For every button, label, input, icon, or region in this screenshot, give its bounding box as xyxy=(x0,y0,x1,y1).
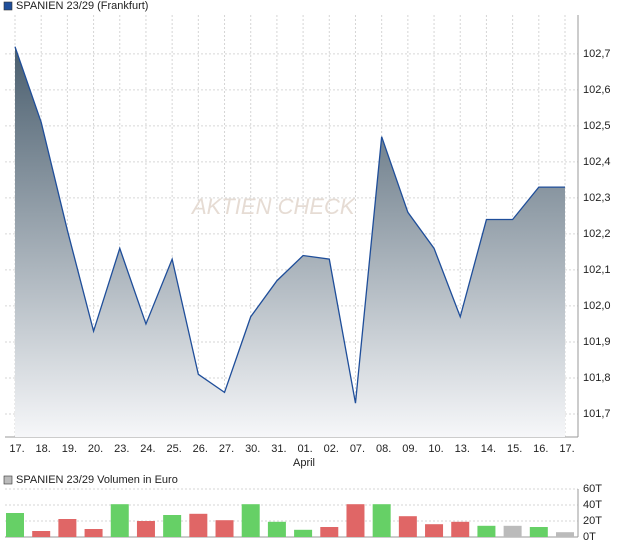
x-tick-label: 13. xyxy=(455,443,470,455)
volume-bar xyxy=(267,521,286,537)
y-tick-label: 60T xyxy=(583,483,602,495)
y-tick-label: 102,6 xyxy=(583,84,611,96)
x-tick-label: 19. xyxy=(62,443,77,455)
x-tick-label: 14. xyxy=(481,443,496,455)
y-tick-label: 102,7 xyxy=(583,48,611,60)
y-tick-label: 20T xyxy=(583,515,602,527)
y-tick-label: 101,9 xyxy=(583,336,611,348)
x-tick-label: 30. xyxy=(245,443,260,455)
x-tick-label: 23. xyxy=(114,443,129,455)
y-tick-label: 101,8 xyxy=(583,372,611,384)
x-tick-label: 26. xyxy=(193,443,208,455)
y-tick-label: 102,3 xyxy=(583,192,611,204)
y-tick-label: 102,0 xyxy=(583,300,611,312)
volume-bar xyxy=(503,525,522,537)
x-tick-label: 01. xyxy=(297,443,312,455)
volume-bar xyxy=(215,520,234,537)
y-tick-label: 102,2 xyxy=(583,228,611,240)
x-tick-label: 15. xyxy=(507,443,522,455)
y-tick-label: 0T xyxy=(583,531,596,543)
y-tick-label: 101,7 xyxy=(583,408,611,420)
volume-bar xyxy=(189,513,208,537)
volume-bar xyxy=(425,524,444,537)
x-tick-label: 08. xyxy=(376,443,391,455)
volume-bar xyxy=(241,504,260,537)
x-tick-label: 20. xyxy=(88,443,103,455)
y-tick-label: 102,4 xyxy=(583,156,611,168)
volume-bar xyxy=(346,504,365,537)
volume-bar xyxy=(163,515,182,537)
legend-swatch xyxy=(3,1,13,11)
x-tick-label: 07. xyxy=(350,443,365,455)
volume-bar xyxy=(32,531,51,537)
x-tick-label: 31. xyxy=(271,443,286,455)
x-tick-label: 24. xyxy=(140,443,155,455)
area-fill xyxy=(15,46,565,438)
x-sublabel: April xyxy=(293,457,315,469)
y-tick-label: 102,1 xyxy=(583,264,611,276)
volume-bar xyxy=(110,504,129,537)
legend-swatch xyxy=(3,475,13,485)
volume-bar xyxy=(6,513,24,537)
legend-label: SPANIEN 23/29 Volumen in Euro xyxy=(16,474,178,486)
volume-bar xyxy=(529,527,548,537)
volume-bar xyxy=(294,529,313,537)
volume-bar xyxy=(451,521,470,537)
x-tick-label: 09. xyxy=(402,443,417,455)
x-tick-label: 10. xyxy=(428,443,443,455)
x-tick-label: 17. xyxy=(9,443,24,455)
watermark: AKTIEN CHECK xyxy=(190,194,356,219)
volume-bar xyxy=(58,519,77,537)
volume-bar xyxy=(398,516,417,537)
x-tick-label: 16. xyxy=(533,443,548,455)
volume-bar xyxy=(477,525,496,537)
price-line xyxy=(14,46,565,404)
x-tick-label: 02. xyxy=(324,443,339,455)
volume-bar xyxy=(84,529,103,537)
y-tick-label: 40T xyxy=(583,499,602,511)
volume-bar xyxy=(556,532,574,537)
x-tick-label: 25. xyxy=(166,443,181,455)
x-tick-label: 27. xyxy=(219,443,234,455)
y-tick-label: 102,5 xyxy=(583,120,611,132)
x-tick-label: 18. xyxy=(36,443,51,455)
legend-label: SPANIEN 23/29 (Frankfurt) xyxy=(16,0,148,12)
volume-bar xyxy=(372,504,391,537)
x-tick-label: 17. xyxy=(559,443,574,455)
volume-bar xyxy=(136,521,155,537)
volume-bar xyxy=(320,527,339,537)
